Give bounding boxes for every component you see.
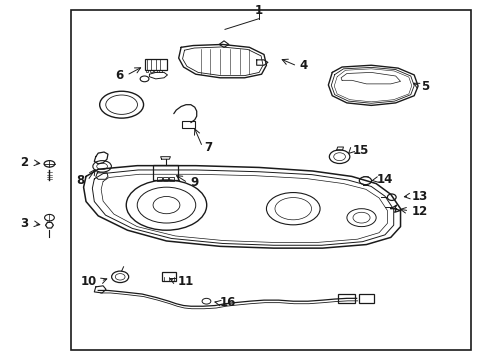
Bar: [144, 59, 166, 70]
Bar: [161, 273, 176, 281]
Text: 7: 7: [204, 140, 212, 153]
Text: 12: 12: [410, 205, 427, 218]
Text: 11: 11: [177, 275, 193, 288]
Text: 8: 8: [76, 174, 84, 187]
Text: 9: 9: [189, 176, 198, 189]
Bar: [358, 294, 373, 303]
Bar: [182, 121, 194, 128]
Text: 14: 14: [376, 173, 393, 186]
Text: 3: 3: [20, 217, 28, 230]
Bar: [158, 70, 161, 72]
Text: 6: 6: [115, 69, 123, 82]
Text: 15: 15: [352, 144, 368, 157]
Bar: [154, 70, 157, 72]
Bar: [168, 177, 173, 181]
Text: 16: 16: [220, 296, 236, 309]
Text: 5: 5: [420, 80, 428, 93]
Bar: [153, 165, 177, 180]
Bar: [157, 177, 162, 181]
Text: 4: 4: [299, 59, 307, 72]
Text: 2: 2: [20, 156, 28, 169]
Bar: [338, 294, 355, 303]
Bar: [145, 70, 148, 72]
Bar: [163, 177, 167, 181]
Bar: [150, 70, 153, 72]
Text: 13: 13: [410, 190, 427, 203]
Text: 10: 10: [81, 275, 97, 288]
Bar: [71, 10, 470, 350]
Text: 1: 1: [255, 4, 263, 17]
